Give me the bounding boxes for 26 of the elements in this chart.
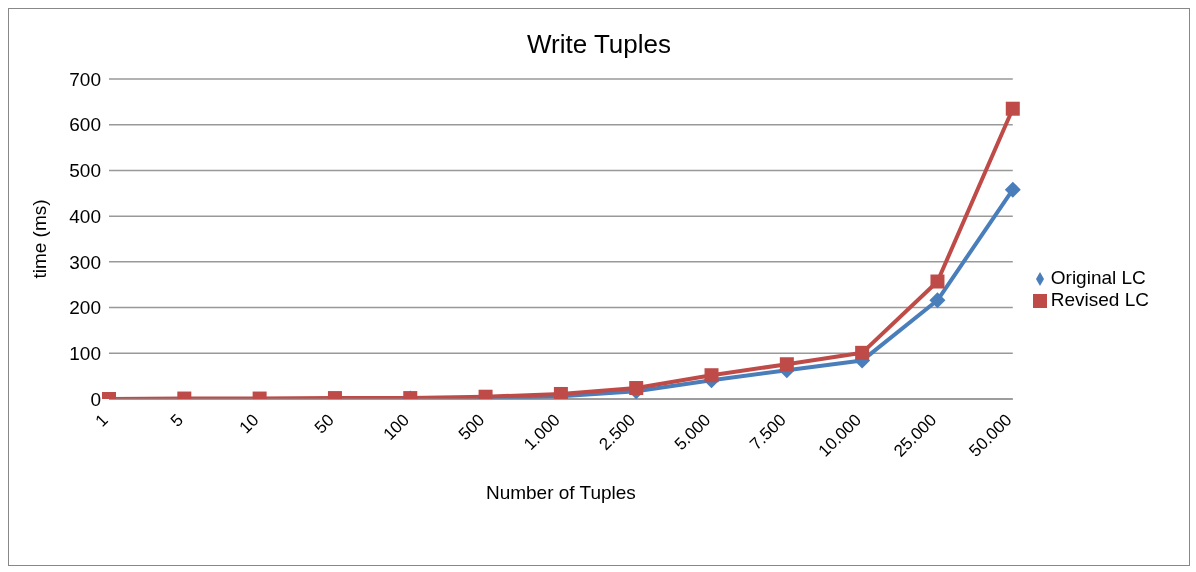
legend-label: Revised LC: [1050, 289, 1149, 310]
x-axis-title: Number of Tuples: [485, 482, 636, 503]
x-tick-label: 50: [310, 410, 338, 438]
point: [929, 292, 946, 309]
legend-label: Original LC: [1050, 267, 1146, 288]
point: [855, 345, 870, 360]
y-tick-label: 600: [69, 114, 101, 136]
point: [704, 368, 719, 383]
x-tick-label: 10: [235, 410, 263, 438]
y-tick-label: 700: [69, 68, 101, 90]
y-tick-label: 0: [90, 388, 101, 410]
x-tick-label: 1: [91, 410, 112, 431]
y-axis-title: time (ms): [28, 199, 50, 279]
chart-title: Write Tuples: [526, 29, 672, 61]
point: [1005, 101, 1020, 116]
y-tick-label: 400: [69, 205, 101, 227]
y-tick-label: 100: [69, 343, 101, 365]
x-tick-label: 5: [167, 410, 188, 431]
x-tick-label: 100: [379, 410, 414, 444]
point: [930, 274, 945, 289]
point: [779, 357, 794, 372]
y-tick-label: 500: [69, 160, 101, 182]
point: [1004, 181, 1021, 198]
y-tick-label: 300: [69, 251, 101, 273]
x-tick-label: 500: [454, 410, 489, 444]
y-tick-label: 200: [69, 297, 101, 319]
